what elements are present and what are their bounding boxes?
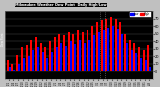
Bar — [7, 60, 9, 71]
Bar — [91, 26, 93, 71]
Bar — [13, 70, 15, 71]
Bar — [135, 53, 137, 71]
Bar — [148, 45, 149, 71]
Bar — [129, 40, 131, 71]
Text: Dew Point: Dew Point — [1, 32, 5, 46]
Bar — [112, 26, 114, 71]
Bar — [115, 19, 117, 71]
Bar — [23, 58, 25, 71]
Bar — [149, 68, 151, 71]
Bar — [54, 37, 56, 71]
Bar — [18, 64, 20, 71]
Bar — [105, 19, 107, 71]
Bar — [121, 34, 123, 71]
Bar — [77, 30, 79, 71]
Bar — [9, 68, 11, 71]
Bar — [96, 22, 98, 71]
Bar — [138, 47, 140, 71]
Bar — [51, 52, 53, 71]
Bar — [98, 32, 100, 71]
Bar — [131, 50, 133, 71]
Bar — [32, 50, 34, 71]
Text: Milwaukee Weather Dew Point  Daily High/Low: Milwaukee Weather Dew Point Daily High/L… — [15, 3, 107, 7]
Bar — [49, 41, 51, 71]
Bar — [126, 43, 128, 71]
Bar — [79, 40, 81, 71]
Bar — [26, 45, 28, 71]
Bar — [56, 47, 58, 71]
Bar — [28, 56, 29, 71]
Bar — [70, 41, 72, 71]
Bar — [46, 58, 48, 71]
Bar — [133, 43, 135, 71]
Bar — [44, 47, 46, 71]
Bar — [58, 34, 60, 71]
Bar — [72, 34, 74, 71]
Bar — [30, 40, 32, 71]
Bar — [88, 40, 90, 71]
Bar — [12, 64, 13, 71]
Bar — [21, 47, 23, 71]
Bar — [101, 20, 103, 71]
Bar — [87, 30, 88, 71]
Bar — [103, 30, 104, 71]
Bar — [117, 29, 119, 71]
Bar — [40, 43, 42, 71]
Bar — [124, 34, 126, 71]
Bar — [65, 46, 67, 71]
Bar — [35, 37, 37, 71]
Bar — [60, 43, 62, 71]
Bar — [16, 55, 18, 71]
Bar — [42, 52, 44, 71]
Legend: Low, High: Low, High — [129, 11, 151, 17]
Bar — [145, 60, 147, 71]
Bar — [107, 28, 109, 71]
Bar — [63, 35, 65, 71]
Bar — [110, 17, 112, 71]
Bar — [93, 35, 95, 71]
Bar — [84, 43, 86, 71]
Bar — [140, 58, 142, 71]
Bar — [82, 32, 84, 71]
Bar — [74, 44, 76, 71]
Bar — [143, 50, 145, 71]
Bar — [37, 47, 39, 71]
Bar — [68, 32, 70, 71]
Bar — [119, 22, 121, 71]
